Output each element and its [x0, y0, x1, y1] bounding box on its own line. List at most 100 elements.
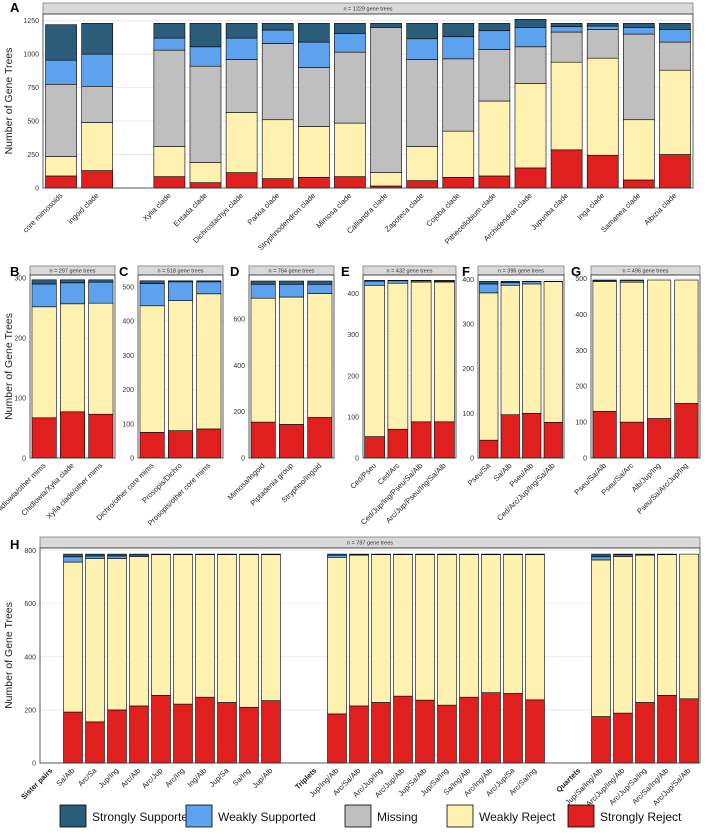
bar-segment-strongly-reject	[459, 696, 479, 764]
bar-segment-strongly-reject	[225, 172, 258, 189]
bar-segment-weakly-supported	[139, 283, 165, 307]
bar-segment-weakly-supported	[298, 41, 330, 68]
bar-segment-weakly-supported	[522, 281, 542, 285]
bar-segment-weakly-reject	[168, 300, 193, 431]
bar-segment-strongly-reject	[500, 414, 520, 459]
bar-segment-weakly-supported	[81, 53, 113, 87]
bar-segment-strongly-reject	[619, 421, 644, 459]
y-tick-label: 600	[233, 317, 245, 324]
x-tick-label: Ced/Pseu	[348, 461, 378, 491]
y-tick-label: 0	[32, 761, 36, 768]
bar-segment-weakly-supported	[261, 29, 294, 44]
bar-segment-weakly-reject	[225, 112, 258, 173]
y-tick-label: 100	[14, 396, 26, 403]
bar-segment-weakly-supported	[442, 36, 475, 60]
bar-segment-strongly-supported	[168, 280, 193, 283]
bar-segment-strongly-supported	[279, 280, 304, 285]
bar-segment-strongly-reject	[613, 712, 633, 764]
bar-segment-strongly-reject	[239, 706, 259, 764]
bar-segment-strongly-reject	[679, 698, 699, 764]
bar-segment-weakly-supported	[153, 37, 186, 51]
bar-segment-strongly-reject	[279, 424, 304, 459]
bar-segment-strongly-supported	[261, 23, 294, 31]
bar-segment-weakly-supported	[591, 556, 611, 561]
bar-segment-strongly-supported	[442, 23, 475, 38]
x-tick-label: Jupunba clade	[529, 191, 570, 232]
bar-segment-weakly-supported	[31, 283, 57, 308]
y-tick-label: 200	[462, 366, 474, 373]
bar-segment-weakly-supported	[514, 27, 547, 48]
bar-segment-strongly-reject	[261, 700, 281, 764]
y-tick-label: 100	[347, 414, 359, 421]
bar-segment-weakly-supported	[500, 282, 520, 286]
bar-segment-missing	[478, 49, 511, 102]
bar-segment-weakly-supported	[60, 282, 85, 305]
bar-segment-weakly-reject	[217, 554, 237, 703]
y-tick-label: 0	[241, 456, 245, 463]
bar-segment-strongly-supported	[434, 280, 455, 282]
legend-label: Weakly Supported	[218, 810, 316, 824]
bar-segment-strongly-reject	[479, 439, 499, 459]
bar-segment-strongly-reject	[623, 179, 655, 189]
bar-segment-strongly-reject	[153, 176, 186, 189]
bar-segment-strongly-reject	[659, 154, 691, 189]
bar-segment-weakly-reject	[393, 554, 413, 697]
bar-segment-strongly-reject	[657, 695, 677, 764]
bar-segment-weakly-supported	[550, 26, 583, 33]
bar-segment-weakly-supported	[107, 555, 127, 559]
bar-segment-weakly-reject	[442, 130, 475, 178]
bar-segment-strongly-supported	[393, 553, 413, 555]
bar-segment-weakly-supported	[623, 27, 655, 35]
bar-segment-weakly-reject	[81, 122, 113, 171]
bar-segment-strongly-supported	[415, 553, 435, 555]
bar-segment-weakly-reject	[371, 554, 391, 703]
bar-segment-weakly-supported	[88, 281, 114, 304]
bar-segment-weakly-reject	[250, 297, 276, 423]
bar-segment-strongly-reject	[393, 695, 413, 764]
bar-segment-weakly-supported	[307, 283, 333, 294]
bar-segment-strongly-reject	[173, 703, 193, 764]
bar-segment-weakly-reject	[415, 554, 435, 701]
bar-segment-strongly-reject	[674, 403, 699, 459]
legend-swatch-weakly-supported	[185, 804, 213, 828]
bar-segment-weakly-reject	[586, 57, 619, 156]
bar-segment-strongly-reject	[195, 696, 215, 764]
bar-segment-strongly-reject	[525, 699, 545, 764]
y-tick-label: 200	[24, 707, 36, 714]
y-tick-label: 0	[22, 456, 26, 463]
bar-segment-weakly-reject	[613, 556, 633, 714]
bar-segment-weakly-reject	[349, 554, 369, 707]
x-tick-label: Arc/Sa	[76, 765, 99, 788]
bar-segment-strongly-supported	[334, 23, 366, 34]
bar-segment-strongly-reject	[410, 421, 432, 459]
bar-segment-missing	[261, 43, 294, 121]
legend-swatch-strongly-supported	[59, 804, 87, 828]
bar-segment-weakly-reject	[151, 554, 171, 696]
x-tick-label: Inga clade	[575, 191, 606, 222]
plot-frame	[362, 274, 457, 459]
bar-segment-weakly-supported	[85, 555, 105, 559]
legend: Strongly Supported Weakly Supported Missin…	[59, 804, 682, 828]
bar-segment-weakly-reject	[370, 172, 402, 187]
plot-frame	[42, 13, 694, 189]
bar-segment-missing	[442, 58, 475, 132]
bar-segment-strongly-reject	[586, 154, 619, 189]
y-tick-label: 300	[14, 276, 26, 283]
strip-label: n = 297 gene trees	[49, 269, 95, 275]
bar-segment-weakly-reject	[592, 281, 617, 412]
bar-segment-missing	[334, 51, 366, 124]
strip-label: n = 432 gene trees	[386, 269, 432, 275]
bar-segment-strongly-reject	[189, 182, 222, 189]
bar-segment-strongly-supported	[195, 553, 215, 555]
bar-segment-weakly-supported	[196, 281, 222, 295]
bar-segment-strongly-reject	[139, 432, 165, 459]
bar-segment-weakly-reject	[196, 293, 222, 430]
bar-segment-strongly-reject	[635, 702, 655, 764]
bar-segment-weakly-reject	[173, 554, 193, 705]
bar-segment-strongly-supported	[298, 23, 330, 43]
bar-segment-strongly-supported	[107, 553, 127, 557]
y-tick-label: 200	[122, 387, 134, 394]
bar-segment-strongly-supported	[250, 280, 276, 285]
